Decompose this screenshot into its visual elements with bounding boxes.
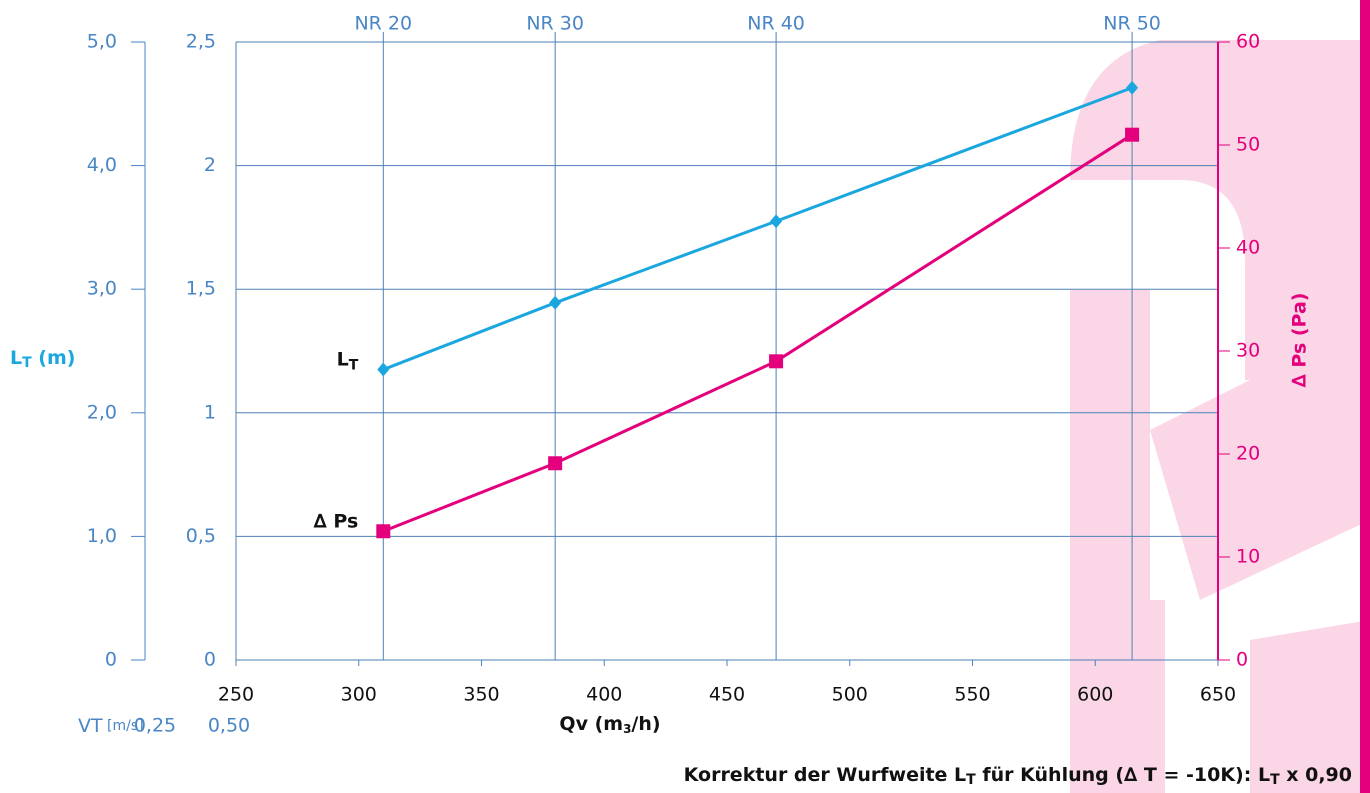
label-part: /h)	[631, 713, 660, 735]
inner-tick-label: 1	[204, 401, 216, 423]
inner-tick-label: 0	[204, 649, 216, 671]
inner-tick-label: 2	[204, 154, 216, 176]
label: LT (m)	[10, 347, 75, 372]
series-label: ∆ Ps	[314, 510, 359, 532]
x-tick-label: 650	[1200, 684, 1236, 706]
x-tick-label: 450	[709, 684, 745, 706]
label-part: T	[966, 772, 976, 788]
x-tick-label: 300	[341, 684, 377, 706]
label-part: T	[22, 355, 32, 371]
marker	[1126, 80, 1139, 95]
vt-name: VT	[78, 715, 103, 737]
label-part: 3	[623, 722, 631, 736]
inner-tick-label: 2,5	[186, 31, 216, 53]
y2-tick-label: 10	[1236, 546, 1260, 568]
x-tick-label: 350	[463, 684, 499, 706]
marker	[548, 456, 563, 471]
label-part: T	[1270, 772, 1280, 788]
vt-value: 0,25	[134, 715, 176, 737]
y2-tick-label: 0	[1236, 649, 1248, 671]
y2-tick-label: 50	[1236, 134, 1260, 156]
y-tick-label: 2,0	[87, 401, 117, 423]
y2-tick-label: 20	[1236, 443, 1260, 465]
series-name-sub: T	[349, 358, 359, 374]
label-part: Qv (m	[559, 713, 623, 735]
label: Korrektur der Wurfweite LT für Kühlung (…	[684, 764, 1352, 789]
series-line	[382, 86, 1133, 371]
label-part: x 0,90	[1280, 764, 1352, 786]
y2-tick-label: 60	[1236, 31, 1260, 53]
x-tick-label: 400	[586, 684, 622, 706]
y-tick-label: 3,0	[87, 278, 117, 300]
vt-label: VT [m/s]	[78, 715, 144, 737]
top-label: NR 20	[354, 13, 412, 35]
x-tick-label: 500	[832, 684, 868, 706]
watermark	[1070, 0, 1370, 793]
y-tick-label: 5,0	[87, 31, 117, 53]
label-part: für Kühlung (∆ T = -10K): L	[976, 764, 1270, 786]
label-part: L	[10, 347, 22, 369]
y-tick-label: 0	[105, 649, 117, 671]
vt-value: 0,50	[208, 715, 250, 737]
label-part: Korrektur der Wurfweite L	[684, 764, 967, 786]
top-label: NR 30	[526, 13, 584, 35]
y-tick-label: 1,0	[87, 525, 117, 547]
inner-tick-label: 0,5	[186, 525, 216, 547]
x-tick-label: 550	[954, 684, 990, 706]
y2-tick-label: 30	[1236, 340, 1260, 362]
vt-unit: [m/s]	[103, 718, 144, 734]
x-tick-label: 600	[1077, 684, 1113, 706]
marker	[769, 354, 784, 369]
marker	[376, 524, 391, 539]
series-label: LT	[337, 348, 359, 374]
top-label: NR 50	[1103, 13, 1161, 35]
label: Qv (m3/h)	[559, 713, 660, 736]
series-name: L	[337, 348, 349, 370]
x-tick-label: 250	[218, 684, 254, 706]
marker	[549, 295, 562, 310]
y2-tick-label: 40	[1236, 237, 1260, 259]
y2-axis-title: ∆ Ps (Pa)	[1289, 293, 1311, 388]
inner-tick-label: 1,5	[186, 278, 216, 300]
label-part: (m)	[32, 347, 76, 369]
marker	[770, 214, 783, 229]
series-line	[382, 133, 1133, 533]
top-label: NR 40	[747, 13, 805, 35]
series-name: ∆ Ps	[314, 510, 359, 532]
marker	[377, 362, 390, 377]
y-tick-label: 4,0	[87, 154, 117, 176]
marker	[1125, 127, 1140, 142]
